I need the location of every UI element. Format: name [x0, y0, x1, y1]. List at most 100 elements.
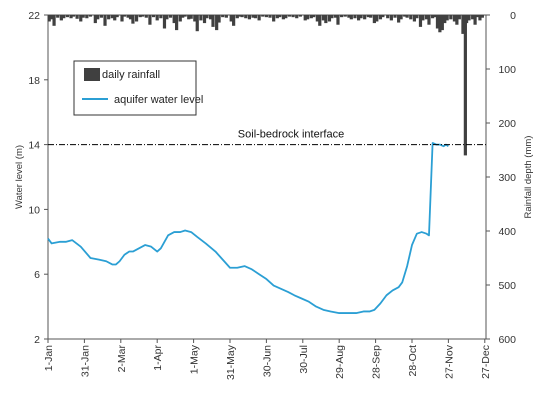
rainfall-bar [134, 15, 139, 22]
rainfall-bar [381, 15, 385, 18]
rainfall-bar [347, 15, 351, 18]
rainfall-bar [122, 15, 127, 17]
rainfall-bar [151, 15, 156, 18]
rainfall-bar [312, 15, 316, 18]
rainfall-bar [318, 15, 322, 26]
rainfall-bar [181, 15, 185, 18]
rainfall-bar [309, 15, 313, 19]
rainfall-bar [464, 15, 469, 24]
rainfall-bar [357, 15, 361, 21]
rainfall-bar [443, 15, 447, 24]
rainfall-bar [261, 15, 265, 17]
rainfall-bar [162, 15, 167, 29]
rainfall-bar [349, 15, 353, 20]
x-tick-label: 1-Jan [43, 345, 55, 371]
annotation-soil-bedrock-interface: Soil-bedrock interface [238, 129, 344, 141]
rainfall-bar [175, 15, 179, 31]
legend-rainfall-swatch [84, 68, 100, 81]
rainfall-bar [431, 15, 435, 19]
y-right-tick-label: 100 [498, 64, 516, 76]
rainfall-bar [399, 15, 403, 20]
x-tick-label: 27-Nov [443, 344, 455, 379]
y-left-tick-label: 18 [28, 75, 40, 87]
y-left-tick-label: 6 [34, 269, 40, 281]
y-right-tick-label: 400 [498, 226, 516, 238]
rainfall-bar [71, 15, 76, 17]
rainfall-bar [418, 15, 423, 27]
rainfall-bar [229, 15, 233, 22]
rainfall-bar [168, 15, 173, 18]
rainfall-bar [457, 15, 461, 20]
rainfall-bar [59, 15, 63, 21]
rainfall-bar [415, 15, 419, 19]
rainfall-bar [359, 15, 363, 19]
rainfall-bar [93, 15, 97, 24]
rainfall-bar [389, 15, 393, 21]
rainfall-bar [199, 15, 203, 21]
rainfall-bar [69, 15, 73, 19]
y-left-tick-label: 2 [34, 334, 40, 346]
rainfall-bar [221, 15, 225, 18]
y-axis-right-title: Rainfall depth (mm) [523, 136, 534, 219]
rainfall-bar [427, 15, 431, 25]
rainfall-bar [211, 15, 215, 27]
rainfall-bar [257, 15, 261, 21]
rainfall-bar [295, 15, 299, 19]
rainfall-bar [393, 15, 397, 18]
rainfall-bar [473, 15, 477, 25]
rainfall-bar [467, 15, 471, 21]
rainfall-bar [405, 15, 409, 18]
rainfall-bar [372, 15, 376, 24]
y-axis-left-title: Water level (m) [14, 145, 25, 209]
rainfall-bar [56, 15, 60, 18]
rainfall-bar [172, 15, 176, 24]
rainfall-bar [412, 15, 417, 22]
rainfall-bar [421, 15, 425, 21]
rainfall-bar [128, 15, 133, 20]
rainfall-bar [247, 15, 252, 20]
rainfall-bar [366, 15, 370, 18]
rainfall-bar [115, 15, 119, 18]
rainfall-bar [193, 15, 197, 22]
rainfall-bars [47, 15, 484, 156]
rainfall-bar [264, 15, 268, 18]
rainfall-bar [375, 15, 379, 22]
rainfall-bar [340, 15, 344, 18]
rainfall-bar [81, 15, 85, 18]
rainfall-bar [478, 15, 482, 21]
axes: 2 6 10 14 18 22 0 100 200 300 400 500 600 1-Jan 31-Jan… [28, 10, 516, 380]
rainfall-bar [281, 15, 285, 20]
rainfall-bar [303, 15, 307, 21]
rainfall-bar [208, 15, 213, 20]
rainfall-bar [298, 15, 302, 17]
rainfall-bar [268, 15, 272, 18]
rainfall-bar [215, 15, 219, 31]
rainfall-bar [202, 15, 207, 24]
rainfall-bar [144, 15, 148, 18]
rainfall-bar [195, 15, 199, 32]
rainfall-bar [148, 15, 152, 25]
y-right-tick-label: 600 [498, 334, 516, 346]
rainfall-bar [369, 15, 373, 18]
rainfall-bar [471, 15, 475, 20]
rainfall-bar [103, 15, 107, 26]
rainfall-bar [238, 15, 242, 17]
rainfall-bar [75, 15, 79, 19]
legend-box [73, 60, 197, 116]
rainfall-bar [110, 15, 114, 19]
rainfall-bar [165, 15, 169, 20]
rainfall-bar [386, 15, 390, 19]
y-right-tick-label: 300 [498, 172, 516, 184]
rainfall-bar [284, 15, 288, 19]
rainfall-bar [183, 15, 187, 17]
rainfall-bar [321, 15, 326, 21]
rainfall-bar [88, 15, 93, 17]
x-tick-label: 2-Mar [116, 344, 128, 372]
x-tick-label: 30-Jun [261, 345, 273, 377]
rainfall-bar [251, 15, 255, 18]
rainfall-bar [120, 15, 124, 22]
x-tick-label: 28-Oct [407, 345, 419, 377]
rainfall-bar [287, 15, 292, 17]
y-right-tick-label: 500 [498, 280, 516, 292]
